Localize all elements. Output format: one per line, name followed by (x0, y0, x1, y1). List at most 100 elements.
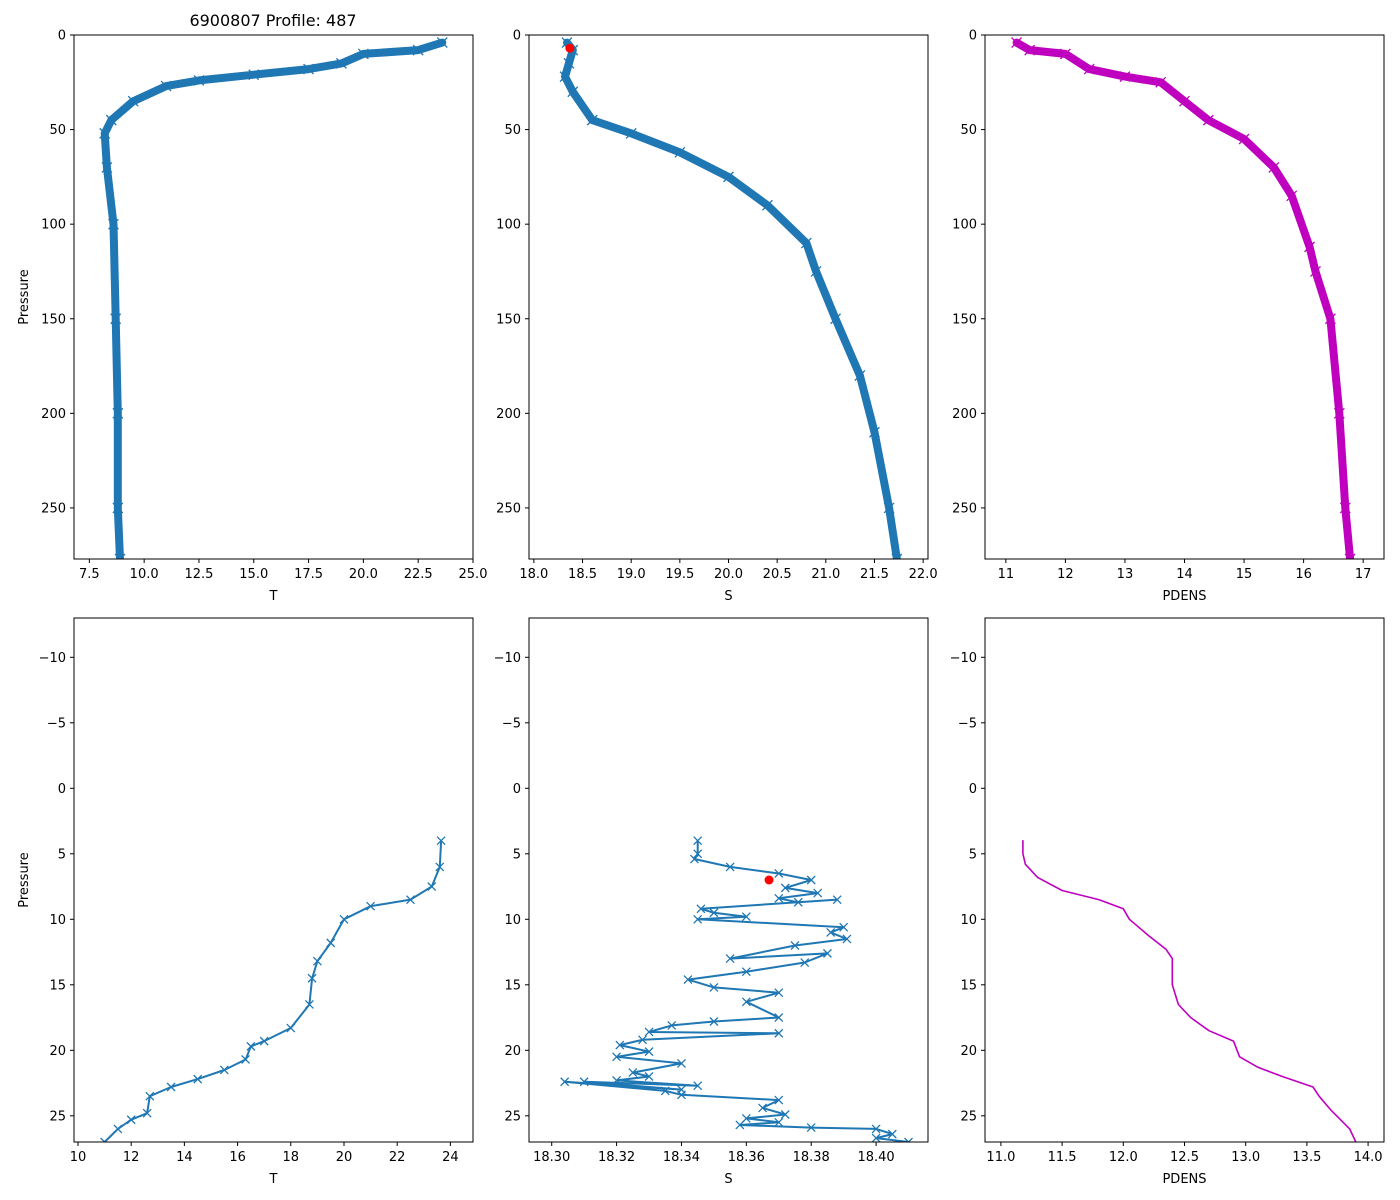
data-point-marker (436, 37, 448, 49)
x-axis-label: S (724, 589, 732, 604)
data-point-marker (307, 973, 317, 983)
plot-area (985, 618, 1384, 1142)
data-point-marker (813, 888, 823, 898)
data-point-marker (806, 1123, 816, 1133)
data-point-marker (110, 313, 122, 325)
data-point-marker (1119, 71, 1131, 83)
y-tick-label: −10 (950, 651, 977, 666)
data-point-marker (127, 95, 139, 107)
data-point-marker (725, 954, 735, 964)
data-point-marker (1310, 266, 1321, 277)
y-tick-label: 25 (49, 1109, 66, 1124)
data-point-marker (832, 895, 842, 905)
chart-s_full: 18.0 18.5 19.0 19.5 20.0 20.5 21.0 21.5 22.0 0 50 1… (496, 29, 937, 605)
x-tick-label: 20.0 (349, 567, 378, 582)
data-layer (1022, 839, 1357, 1142)
y-tick-label: 10 (960, 913, 977, 928)
x-tick-label: 19.5 (665, 567, 694, 582)
data-point-marker (1024, 44, 1036, 56)
data-point-marker (871, 1133, 881, 1142)
data-point-marker (193, 74, 205, 86)
data-point-marker (427, 882, 437, 892)
highlight-point (565, 43, 575, 53)
data-point-marker (219, 1065, 229, 1075)
data-point-marker (112, 407, 124, 419)
y-tick-label: 25 (504, 1109, 521, 1124)
data-point-marker (774, 1095, 784, 1105)
data-point-marker (114, 553, 126, 559)
data-point-marker (644, 1027, 654, 1037)
y-tick-label: 20 (504, 1044, 521, 1059)
data-point-marker (793, 897, 803, 907)
data-point-marker (644, 1047, 654, 1057)
data-point-marker (741, 997, 751, 1007)
x-axis-label: T (269, 589, 278, 604)
plot-area (74, 35, 473, 559)
chart-pd_zoom: 11.0 11.5 12.0 12.5 13.0 13.5 14.0 −10 −5 0 5 10 15 2… (950, 617, 1385, 1187)
data-point-marker (822, 948, 832, 958)
data-point-marker (842, 934, 852, 944)
data-point-marker (780, 1110, 790, 1119)
data-point-marker (101, 161, 113, 173)
x-tick-label: 13 (1117, 567, 1134, 582)
y-tick-label: −10 (494, 651, 521, 666)
data-point-marker (105, 114, 117, 126)
data-point-marker (774, 1028, 784, 1038)
x-tick-label: 14.0 (1354, 1150, 1383, 1165)
x-tick-label: 12.0 (1109, 1150, 1138, 1165)
data-point-marker (336, 57, 347, 69)
data-point-marker (100, 1137, 110, 1142)
data-point-marker (241, 1055, 251, 1064)
x-tick-label: 11.5 (1048, 1150, 1077, 1165)
data-point-marker (774, 988, 784, 998)
figure-title: 6900807 Profile: 487 (189, 11, 356, 30)
x-tick-label: 14 (1176, 567, 1193, 582)
x-tick-label: 12.5 (184, 567, 213, 582)
data-point-marker (567, 86, 579, 98)
x-tick-label: 13.0 (1231, 1150, 1260, 1165)
y-tick-label: 250 (496, 501, 521, 516)
data-point-marker (1333, 407, 1345, 419)
data-layer (99, 37, 448, 559)
data-point-marker (741, 912, 751, 922)
data-point-marker (559, 71, 571, 83)
data-point-marker (644, 1072, 654, 1081)
axes-frame (73, 34, 474, 560)
data-point-marker (99, 127, 111, 139)
x-tick-label: 22 (389, 1150, 406, 1165)
chart-pd_full: 11 12 13 14 15 16 17 0 50 100 150 200 250 PDENS (952, 29, 1385, 604)
data-point-marker (677, 1058, 686, 1068)
data-point-marker (696, 904, 706, 914)
x-tick-label: 11.0 (986, 1150, 1015, 1165)
data-point-marker (612, 1075, 622, 1085)
y-tick-label: 100 (496, 218, 521, 233)
data-point-marker (693, 836, 703, 846)
y-tick-label: 50 (504, 123, 521, 138)
y-tick-label: 5 (969, 847, 977, 862)
data-point-marker (774, 893, 784, 903)
y-tick-label: 15 (49, 978, 66, 993)
chart-t_zoom: 10 12 14 16 18 20 22 24 −10 −5 0 5 10 15 20 25 T Pressure (17, 617, 474, 1187)
x-tick-label: 10.0 (130, 567, 159, 582)
x-tick-label: 12 (123, 1150, 140, 1165)
data-point-marker (735, 1120, 745, 1130)
data-point-marker (891, 553, 903, 559)
data-point-marker (435, 862, 445, 872)
x-axis-label: PDENS (1162, 589, 1206, 604)
plot-area (74, 618, 473, 1142)
y-tick-label: 10 (49, 913, 66, 928)
data-layer (559, 37, 903, 559)
x-tick-label: 21.5 (860, 567, 889, 582)
data-point-marker (1083, 63, 1095, 75)
x-tick-label: 18.0 (519, 567, 548, 582)
y-tick-label: 150 (952, 312, 977, 327)
data-point-marker (693, 849, 703, 859)
data-point-marker (800, 237, 812, 249)
x-tick-label: 19.0 (617, 567, 646, 582)
data-point-marker (1202, 114, 1214, 126)
data-point-marker (693, 914, 703, 924)
data-point-marker (286, 1023, 296, 1033)
chart-t_full: 7.5 10.0 12.5 15.0 17.5 20.0 22.5 25.0 0 50 100 150… (17, 29, 487, 605)
data-point-marker (709, 982, 719, 992)
data-point-marker (1268, 161, 1280, 173)
